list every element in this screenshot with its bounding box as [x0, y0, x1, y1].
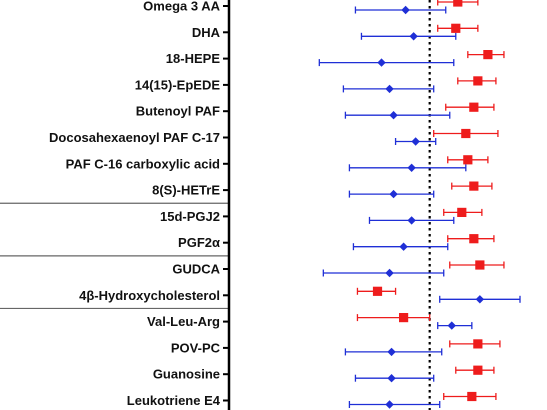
square-marker: [473, 365, 483, 375]
estimate-point: [322, 268, 445, 278]
estimate-point: [433, 128, 499, 139]
estimate-point: [348, 189, 435, 199]
diamond-marker: [475, 295, 485, 304]
diamond-marker: [387, 347, 396, 357]
diamond-marker: [407, 163, 416, 172]
diamond-marker: [377, 58, 386, 67]
diamond-marker: [407, 216, 416, 225]
diamond-marker: [447, 321, 456, 330]
square-marker: [473, 339, 483, 349]
category-label: Guanosine: [153, 367, 220, 382]
category-label: Omega 3 AA: [143, 0, 220, 14]
category-label: POV-PC: [171, 340, 221, 355]
estimate-point: [447, 234, 495, 244]
category-label: Butenoyl PAF: [136, 104, 220, 119]
category-label: 15d-PGJ2: [160, 209, 220, 224]
category-label: Val-Leu-Arg: [147, 314, 220, 329]
estimate-point: [352, 242, 449, 251]
estimate-point: [449, 339, 501, 349]
category-label: PGF2α: [178, 235, 220, 250]
square-marker: [372, 286, 383, 296]
estimate-point: [443, 207, 483, 217]
estimate-point: [439, 295, 521, 304]
diamond-marker: [389, 111, 398, 120]
group-separators: [0, 202, 229, 310]
square-marker: [475, 260, 485, 270]
estimate-point: [451, 181, 493, 191]
estimate-point: [394, 137, 437, 146]
category-label: PAF C-16 carboxylic acid: [66, 156, 220, 171]
estimate-point: [437, 23, 479, 33]
estimate-point: [443, 391, 497, 402]
square-marker: [467, 391, 477, 402]
category-label: 8(S)-HETrE: [152, 183, 220, 198]
estimate-point: [344, 347, 443, 357]
category-label: Docosahexaenoyl PAF C-17: [49, 130, 220, 145]
estimate-point: [356, 286, 397, 296]
estimate-point: [344, 111, 451, 120]
category-label: GUDCA: [172, 262, 220, 277]
estimate-point: [447, 155, 489, 165]
estimate-point: [348, 163, 467, 172]
square-marker: [457, 207, 467, 217]
estimate-point: [342, 84, 435, 94]
category-labels: Omega 3 AA DHA 18-HEPE 14(15)-EpEDE Butenoyl…: [49, 0, 221, 408]
diamond-marker: [399, 242, 408, 251]
estimate-marks: [318, 0, 521, 409]
square-marker: [453, 0, 463, 7]
estimate-point: [348, 400, 441, 409]
estimate-point: [455, 365, 495, 375]
category-label: DHA: [192, 25, 221, 40]
square-marker: [399, 313, 409, 323]
estimate-point: [457, 76, 497, 86]
estimate-point: [318, 58, 455, 67]
square-marker: [461, 128, 471, 139]
diamond-marker: [389, 189, 398, 199]
diamond-marker: [385, 84, 394, 94]
square-marker: [469, 181, 479, 191]
square-marker: [451, 23, 461, 33]
diamond-marker: [387, 374, 396, 383]
estimate-point: [437, 0, 479, 7]
square-marker: [473, 76, 483, 86]
diamond-marker: [385, 400, 394, 409]
estimate-point: [360, 32, 457, 41]
estimate-point: [354, 374, 435, 383]
category-label: 18-HEPE: [166, 51, 221, 66]
estimate-point: [449, 260, 505, 270]
square-marker: [463, 155, 473, 165]
category-label: 14(15)-EpEDE: [135, 77, 221, 92]
estimate-point: [354, 5, 447, 15]
estimate-point: [437, 321, 473, 330]
diamond-marker: [411, 137, 420, 146]
estimate-point: [368, 216, 455, 225]
estimate-point: [467, 50, 505, 60]
square-marker: [469, 102, 479, 112]
diamond-marker: [409, 32, 418, 41]
estimate-point: [356, 313, 431, 323]
estimate-point: [445, 102, 495, 112]
square-marker: [483, 50, 493, 60]
category-label: Leukotriene E4: [127, 393, 221, 408]
square-marker: [469, 234, 479, 244]
diamond-marker: [401, 5, 410, 15]
category-label: 4β-Hydroxycholesterol: [79, 288, 220, 303]
diamond-marker: [385, 268, 394, 278]
